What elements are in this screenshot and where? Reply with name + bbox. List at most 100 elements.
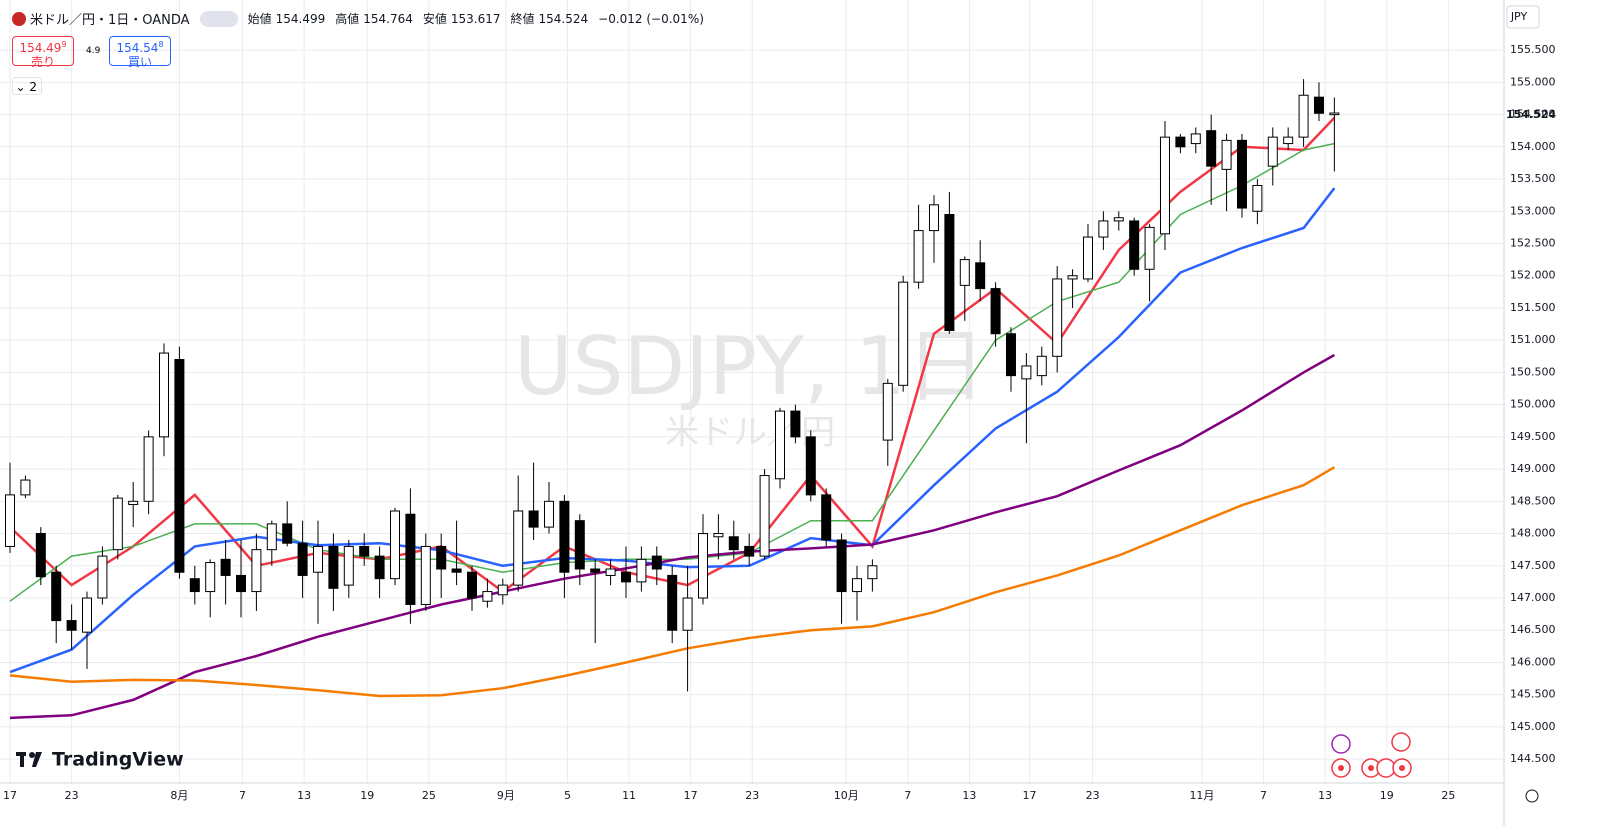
- event-icons[interactable]: [1331, 732, 1412, 778]
- candle-body: [466, 571, 477, 599]
- candle-body: [790, 410, 801, 438]
- candle-body: [35, 533, 46, 578]
- y-tick-label: 144.500: [1510, 752, 1556, 765]
- candle-body: [1190, 133, 1201, 145]
- high-label: 高値: [335, 12, 360, 26]
- candle-body: [620, 571, 631, 583]
- x-tick-label: 11: [622, 789, 636, 802]
- candle-body: [282, 523, 293, 544]
- currency: JPY: [1510, 10, 1528, 23]
- low-value: 153.617: [450, 11, 501, 26]
- candle-body: [805, 436, 816, 496]
- legend-header: 米ドル／円・1日・OANDA 始値 154.499 高値 154.764 安値 153…: [12, 9, 704, 28]
- x-tick-label: 19: [360, 789, 374, 802]
- candle-body: [1252, 184, 1263, 212]
- candle-body: [328, 545, 339, 589]
- flag-icon: [12, 11, 26, 26]
- candle-body: [913, 230, 924, 283]
- sell-button[interactable]: 154.499 売り: [12, 36, 74, 69]
- y-tick-label: 152.000: [1510, 269, 1556, 282]
- indicator-toggle[interactable]: ⌄ 2: [12, 77, 42, 95]
- candle-body: [1236, 139, 1247, 209]
- y-tick-label: 155.500: [1510, 43, 1556, 56]
- candle-body: [1144, 226, 1155, 270]
- candle-body: [389, 510, 400, 580]
- candle-body: [959, 259, 970, 286]
- low-label: 安値: [422, 12, 447, 26]
- status-pill[interactable]: [199, 10, 238, 27]
- candle-body: [590, 568, 601, 573]
- candle-body: [713, 533, 724, 538]
- buy-price-sup: 8: [158, 40, 164, 49]
- candle-body: [497, 584, 508, 596]
- candle-body: [851, 578, 862, 593]
- y-tick-label: 155.000: [1510, 75, 1556, 88]
- currency-button[interactable]: [1506, 5, 1540, 29]
- candle-body: [1298, 94, 1309, 138]
- candle-body: [205, 562, 216, 593]
- candle-body: [174, 359, 185, 573]
- candle-body: [975, 262, 986, 290]
- candle-body: [728, 536, 739, 551]
- x-tick-label: 17: [684, 789, 698, 802]
- candle-body: [944, 213, 955, 332]
- sell-price: 154.49: [19, 41, 62, 55]
- candle-body: [451, 568, 462, 573]
- x-tick-label: 13: [297, 789, 311, 802]
- candle-body: [97, 555, 108, 599]
- x-tick-label: 23: [1086, 789, 1100, 802]
- buy-price: 154.54: [116, 41, 159, 55]
- close-value: 154.524: [538, 11, 589, 26]
- candle-body: [1175, 136, 1186, 148]
- open-value: 154.499: [275, 11, 326, 26]
- x-tick-label: 25: [1441, 789, 1455, 802]
- candle-body: [405, 513, 416, 605]
- x-tick-label: 13: [962, 789, 976, 802]
- candle-body: [574, 520, 585, 570]
- candle-body: [821, 494, 832, 541]
- candle-body: [159, 352, 170, 438]
- candle-body: [836, 539, 847, 593]
- candle-body: [1005, 333, 1016, 377]
- sell-price-sup: 9: [61, 40, 67, 49]
- candle-body: [1221, 139, 1232, 170]
- candle-body: [697, 533, 708, 599]
- candle-body: [1067, 275, 1078, 280]
- candle-body: [990, 288, 1001, 335]
- settings-icon[interactable]: [1525, 789, 1539, 803]
- y-tick-label: 149.000: [1510, 462, 1556, 475]
- candle-body: [1052, 278, 1063, 357]
- candle-body: [343, 545, 354, 586]
- x-tick-label: 5: [564, 789, 571, 802]
- candle-body: [513, 510, 524, 586]
- candle-body: [559, 500, 570, 573]
- candle-body: [220, 558, 231, 576]
- candle-body: [667, 574, 678, 631]
- candle-body: [528, 510, 539, 528]
- y-tick-label: 150.500: [1510, 365, 1556, 378]
- plot: [5, 79, 1340, 720]
- sell-label: 売り: [30, 55, 55, 69]
- candle-body: [928, 204, 939, 232]
- candle-body: [1267, 136, 1278, 167]
- buy-button[interactable]: 154.548 買い: [109, 36, 171, 69]
- candle-body: [774, 410, 785, 480]
- candle-body: [66, 620, 77, 631]
- candle-body: [251, 549, 262, 593]
- candle-body: [1283, 136, 1294, 145]
- x-tick-label: 23: [745, 789, 759, 802]
- change: −0.012 (−0.01%): [598, 11, 704, 26]
- x-tick-label: 11月: [1189, 789, 1214, 802]
- candle-body: [744, 545, 755, 557]
- candle-body: [1082, 236, 1093, 280]
- y-tick-label: 148.000: [1510, 527, 1556, 540]
- candle-body: [1129, 220, 1140, 270]
- candle-body: [1098, 220, 1109, 238]
- candle-body: [636, 558, 647, 583]
- moving-average-line: [9, 142, 1335, 602]
- candle-body: [543, 500, 554, 528]
- x-tick-label: 17: [3, 789, 17, 802]
- y-tick-label: 148.500: [1510, 494, 1556, 507]
- candle-body: [359, 545, 370, 557]
